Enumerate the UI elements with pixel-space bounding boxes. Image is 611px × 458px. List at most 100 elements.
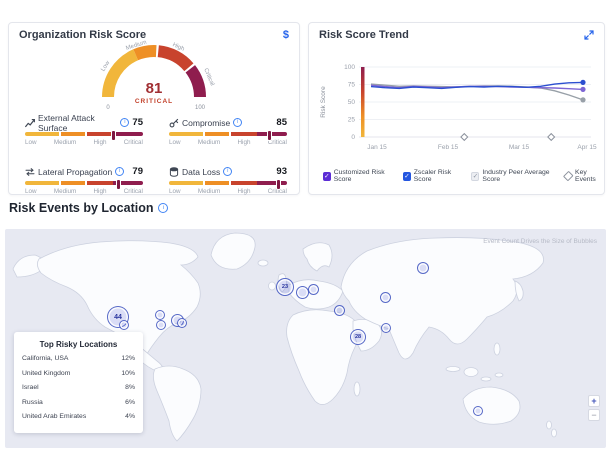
event-bubble[interactable]: [333, 304, 345, 316]
info-icon[interactable]: [233, 118, 243, 127]
scale-critical: Critical: [123, 188, 143, 195]
ytick-25: 25: [348, 117, 356, 124]
checkbox-checked-icon[interactable]: ✓: [403, 171, 411, 181]
gauge-max-label: 100: [195, 105, 206, 111]
metric-value: 85: [276, 117, 287, 128]
scale-high: High: [237, 188, 251, 195]
metric-value: 79: [132, 166, 143, 177]
key-event-diamond-icon[interactable]: [547, 132, 556, 142]
event-bubble[interactable]: [119, 320, 129, 330]
info-icon[interactable]: [223, 167, 233, 176]
event-bubble[interactable]: [295, 285, 309, 299]
metric-scale-labels: Low Medium High Critical: [25, 188, 143, 195]
metric-scale-labels: Low Medium High Critical: [25, 139, 143, 146]
info-icon[interactable]: [115, 167, 125, 176]
info-icon[interactable]: [158, 203, 169, 213]
world-map[interactable]: Event Count Drives the Size of Bubbles 4…: [5, 229, 606, 448]
trend-chart: 100 75 50 25 0 Risk Score Jan 15 Feb 15 …: [320, 64, 597, 151]
metric-severity-bar: [169, 178, 287, 190]
gauge-arc-label-low: Low: [100, 60, 111, 73]
legend-label: Zscaler Risk Score: [413, 169, 452, 183]
scale-high: High: [93, 139, 107, 146]
database-icon: [169, 166, 179, 177]
scale-low: Low: [25, 139, 37, 146]
metric-value-marker: [276, 178, 282, 190]
gauge-segment-low: [102, 49, 139, 98]
metric-severity-bar: [169, 129, 287, 141]
legend-customized-risk-score[interactable]: ✓ Customized Risk Score: [323, 169, 394, 183]
checkbox-checked-icon[interactable]: ✓: [323, 171, 331, 181]
location-pct: 12%: [121, 355, 135, 362]
scale-low: Low: [169, 139, 181, 146]
metric-scale-labels: Low Medium High Critical: [169, 188, 287, 195]
key-icon: [169, 118, 179, 127]
top-risky-locations-card: Top Risky Locations California, USA 12% …: [14, 332, 143, 433]
metric-label: Compromise: [182, 117, 231, 128]
gauge-segment-medium: [133, 45, 157, 61]
legend-label: Key Events: [575, 169, 596, 183]
scale-low: Low: [169, 188, 181, 195]
trend-end-dot: [580, 86, 586, 92]
location-name: Israel: [22, 384, 39, 391]
xtick-jan: Jan 15: [367, 144, 387, 151]
severity-axis-strip: [361, 67, 365, 137]
org-risk-score-card: Organization Risk Score $ 81 CRITICAL 0 …: [8, 22, 300, 195]
legend-key-events[interactable]: Key Events: [563, 169, 604, 183]
zoom-in-button[interactable]: +: [588, 395, 600, 407]
event-bubble[interactable]: [379, 291, 391, 303]
expand-icon[interactable]: [584, 30, 594, 40]
event-bubble[interactable]: [155, 310, 165, 320]
scale-critical: Critical: [123, 139, 143, 146]
gauge-segment-critical: [185, 65, 206, 98]
event-bubble[interactable]: [473, 406, 483, 416]
event-cluster-bubble[interactable]: 23: [276, 278, 294, 296]
scale-medium: Medium: [197, 139, 221, 146]
risk-gauge: 81 CRITICAL 0 100 Low Medium High Critic…: [100, 40, 215, 111]
metric-value-marker: [111, 129, 116, 141]
map-zoom-controls: + −: [588, 395, 600, 421]
gauge-value: 81: [146, 80, 163, 97]
diamond-icon: [563, 171, 574, 181]
event-bubble[interactable]: [417, 262, 429, 274]
scale-high: High: [237, 139, 251, 146]
risk-score-trend-card: Risk Score Trend: [308, 22, 605, 195]
metric-label: Data Loss: [182, 166, 221, 177]
metric-external-attack-surface: External Attack Surface 75 Low Medium Hi…: [25, 113, 143, 146]
xtick-apr: Apr 15: [577, 144, 597, 151]
location-row: Russia 6%: [22, 399, 135, 406]
event-bubble[interactable]: [307, 283, 319, 295]
checkbox-checked-icon[interactable]: ✓: [471, 171, 480, 181]
legend-label: Industry Peer Average Score: [482, 169, 550, 183]
y-axis-label: Risk Score: [320, 86, 327, 118]
bubble-size-note: Event Count Drives the Size of Bubbles: [483, 238, 597, 245]
legend-industry-peer-average[interactable]: ✓ Industry Peer Average Score: [471, 169, 556, 183]
zoom-out-button[interactable]: −: [588, 409, 600, 421]
scale-medium: Medium: [53, 188, 77, 195]
metric-data-loss: Data Loss 93 Low Medium High Critical: [169, 166, 287, 195]
event-bubble[interactable]: [156, 320, 166, 330]
location-pct: 10%: [121, 369, 135, 377]
risk-factor-metrics: External Attack Surface 75 Low Medium Hi…: [25, 113, 287, 195]
metric-value-marker: [266, 129, 272, 141]
metric-compromise: Compromise 85 Low Medium High Critical: [169, 117, 287, 146]
ytick-100: 100: [344, 64, 355, 71]
trend-legend: ✓ Customized Risk Score ✓ Zscaler Risk S…: [323, 169, 604, 183]
lateral-arrows-icon: [25, 167, 35, 176]
info-icon[interactable]: [120, 118, 130, 127]
org-risk-card-header: Organization Risk Score $: [9, 23, 299, 47]
scale-high: High: [93, 188, 107, 195]
scale-medium: Medium: [197, 188, 221, 195]
event-bubble[interactable]: [177, 318, 187, 328]
legend-zscaler-risk-score[interactable]: ✓ Zscaler Risk Score: [403, 169, 462, 183]
gauge-arc-label-high: High: [171, 42, 185, 53]
gauge-severity-label: CRITICAL: [135, 98, 173, 105]
attack-surface-icon: [25, 118, 35, 127]
event-bubble[interactable]: [381, 323, 391, 333]
key-event-diamond-icon[interactable]: [460, 132, 469, 142]
financial-view-toggle-icon[interactable]: $: [282, 29, 289, 41]
event-cluster-bubble[interactable]: 28: [350, 329, 366, 345]
map-section-title: Risk Events by Location: [9, 201, 154, 215]
map-section-header: Risk Events by Location: [9, 201, 169, 215]
org-risk-card-title: Organization Risk Score: [19, 29, 147, 41]
